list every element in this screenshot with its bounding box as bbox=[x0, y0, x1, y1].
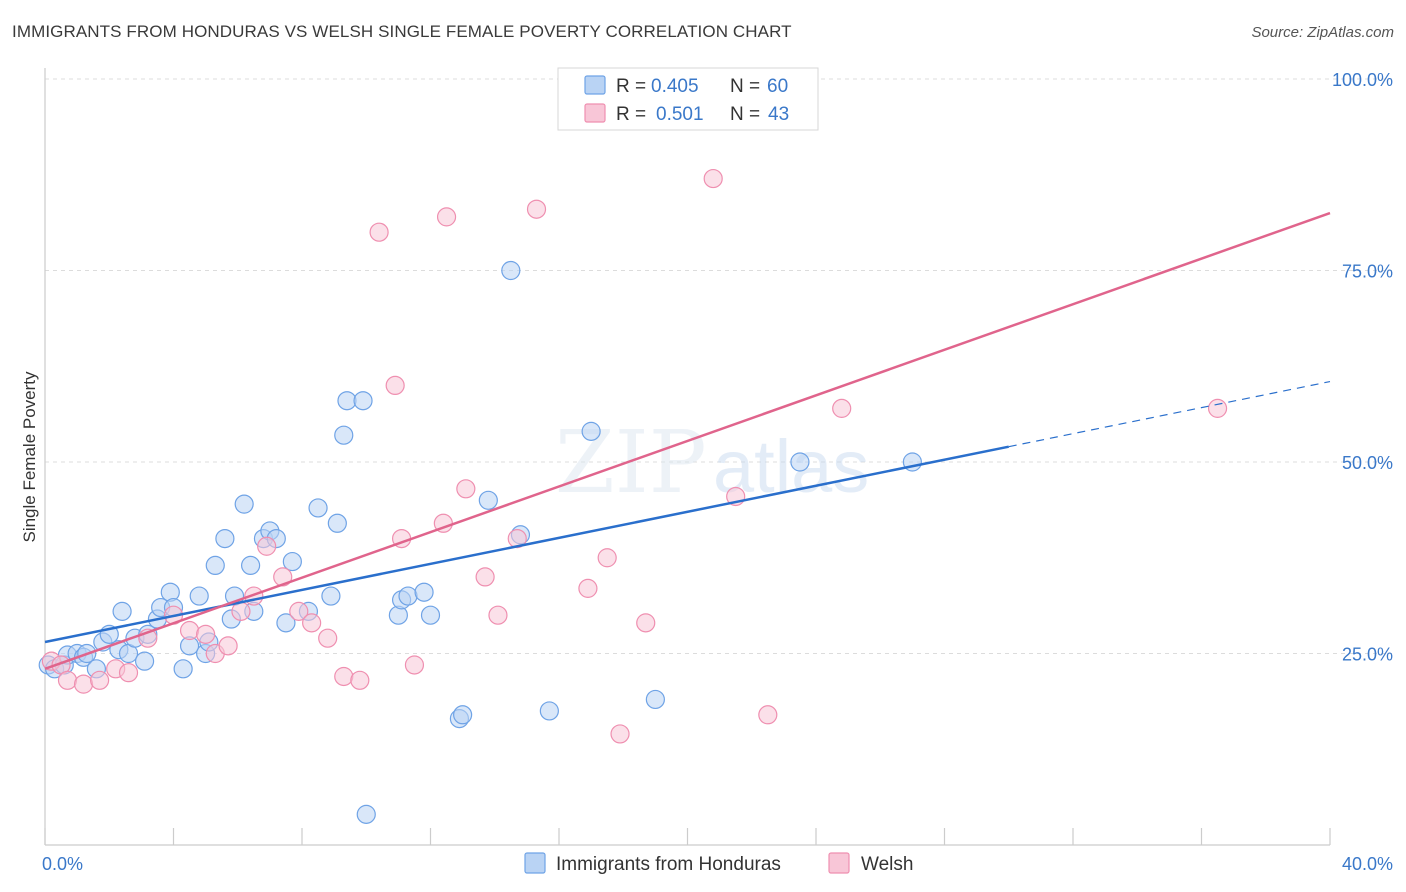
data-point bbox=[488, 605, 508, 625]
x-tick-labels: 0.0% 40.0% bbox=[42, 854, 1393, 874]
data-point bbox=[398, 586, 418, 606]
bottom-legend-swatch-honduras bbox=[524, 852, 546, 874]
data-point bbox=[404, 655, 425, 675]
y-tick-label: 100.0% bbox=[1332, 70, 1393, 90]
bottom-legend-swatch-welsh bbox=[828, 852, 850, 874]
legend-r-value-welsh: 0.501 bbox=[656, 104, 704, 125]
data-point bbox=[414, 582, 434, 602]
data-point bbox=[597, 548, 617, 568]
data-point bbox=[276, 613, 296, 633]
data-point bbox=[289, 601, 309, 621]
data-point bbox=[436, 207, 457, 227]
data-point bbox=[456, 479, 476, 499]
x-tick-label-min: 0.0% bbox=[42, 854, 83, 874]
y-tick-labels: 25.0% 50.0% 75.0% 100.0% bbox=[1332, 70, 1393, 665]
data-point bbox=[321, 586, 341, 606]
data-point bbox=[337, 391, 357, 411]
data-point bbox=[350, 670, 370, 690]
data-point bbox=[318, 628, 338, 648]
data-point bbox=[302, 613, 322, 633]
data-point bbox=[578, 578, 598, 598]
data-point bbox=[453, 705, 473, 725]
data-point bbox=[231, 601, 251, 621]
data-point bbox=[334, 425, 354, 445]
data-point bbox=[189, 586, 209, 606]
data-point bbox=[581, 421, 601, 441]
data-point bbox=[758, 705, 778, 725]
data-point bbox=[273, 567, 293, 587]
axes bbox=[44, 68, 1331, 846]
data-point bbox=[179, 620, 200, 641]
legend-box: R = 0.405 N = 60 R = 0.501 N = 43 bbox=[557, 67, 819, 131]
y-axis-label: Single Female Poverty bbox=[20, 371, 39, 543]
data-point bbox=[241, 555, 261, 576]
data-point bbox=[645, 689, 665, 710]
data-point bbox=[501, 260, 521, 281]
data-point bbox=[308, 498, 328, 518]
bottom-legend: Immigrants from Honduras Welsh bbox=[524, 852, 913, 875]
watermark: ZIP atlas bbox=[555, 413, 869, 513]
legend-n-label-welsh: N = bbox=[730, 104, 760, 125]
data-point bbox=[703, 168, 723, 189]
data-point bbox=[526, 199, 547, 219]
legend-r-label-honduras: R = bbox=[616, 76, 646, 97]
y-tick-label: 25.0% bbox=[1342, 645, 1393, 665]
data-point bbox=[327, 513, 347, 533]
data-point bbox=[112, 601, 132, 621]
watermark-zip: ZIP bbox=[555, 413, 707, 513]
data-point bbox=[73, 674, 94, 694]
bottom-legend-label-honduras: Immigrants from Honduras bbox=[556, 854, 781, 875]
data-point bbox=[507, 528, 527, 549]
data-point bbox=[234, 494, 254, 514]
data-point bbox=[1207, 398, 1228, 418]
legend-r-label-welsh: R = bbox=[616, 104, 646, 125]
data-point bbox=[832, 398, 852, 418]
legend-swatch-honduras bbox=[584, 75, 606, 95]
trend-lines bbox=[44, 211, 1331, 670]
data-point bbox=[353, 391, 373, 411]
data-point bbox=[369, 222, 389, 242]
y-tick-label: 75.0% bbox=[1342, 262, 1393, 282]
data-point bbox=[134, 651, 155, 671]
data-point bbox=[478, 490, 498, 510]
data-point bbox=[790, 452, 810, 472]
data-point bbox=[57, 670, 78, 690]
data-point bbox=[215, 528, 235, 549]
data-point bbox=[636, 613, 656, 633]
data-point bbox=[218, 636, 238, 656]
data-point bbox=[90, 670, 110, 690]
data-point bbox=[610, 724, 630, 744]
data-point bbox=[118, 663, 139, 683]
data-point bbox=[334, 666, 354, 687]
legend-n-value-welsh: 43 bbox=[768, 104, 789, 125]
chart-title: IMMIGRANTS FROM HONDURAS VS WELSH SINGLE… bbox=[12, 22, 792, 41]
y-tick-label: 50.0% bbox=[1342, 453, 1393, 473]
data-point bbox=[385, 375, 405, 395]
data-point bbox=[173, 659, 193, 679]
data-point bbox=[356, 804, 376, 824]
trend-line-0 bbox=[44, 445, 1009, 644]
x-tick-label-max: 40.0% bbox=[1342, 854, 1393, 874]
legend-n-label-honduras: N = bbox=[730, 76, 760, 97]
trend-line-1 bbox=[44, 211, 1331, 670]
data-point bbox=[475, 567, 495, 587]
data-point bbox=[196, 624, 216, 644]
data-point bbox=[539, 701, 559, 721]
legend-r-value-honduras: 0.405 bbox=[651, 76, 699, 97]
source-credit: Source: ZipAtlas.com bbox=[1251, 24, 1394, 41]
trend-line-extension-0 bbox=[1008, 380, 1331, 448]
data-point bbox=[205, 555, 225, 576]
bottom-legend-label-welsh: Welsh bbox=[861, 854, 913, 875]
legend-n-value-honduras: 60 bbox=[767, 76, 788, 97]
data-point bbox=[420, 605, 441, 625]
data-point bbox=[257, 536, 277, 556]
series-honduras-points bbox=[38, 260, 922, 824]
data-point bbox=[282, 551, 302, 572]
legend-swatch-welsh bbox=[584, 103, 606, 123]
